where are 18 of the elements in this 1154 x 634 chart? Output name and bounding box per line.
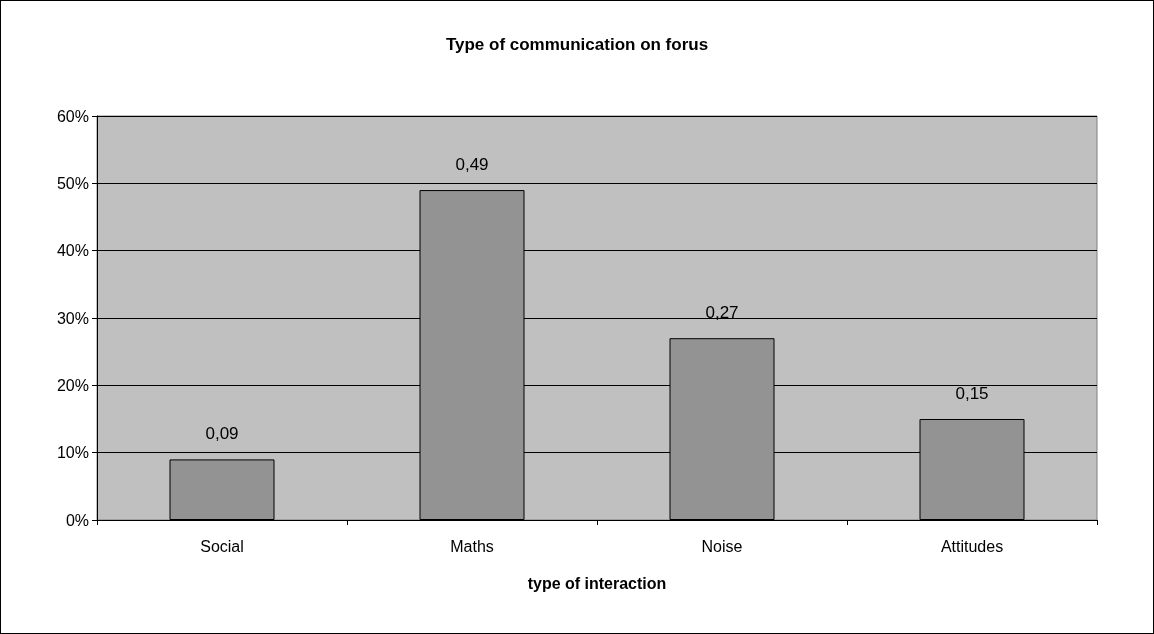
y-tick-label: 10% <box>56 444 89 462</box>
x-tick-label: Maths <box>450 537 494 555</box>
chart-title: Type of communication on forus <box>445 35 709 54</box>
y-tick-label: 0% <box>65 511 89 529</box>
bar <box>169 459 275 520</box>
x-tick-label: Attitudes <box>940 537 1004 555</box>
x-axis-title: type of interaction <box>527 574 667 592</box>
y-tick-label: 60% <box>56 107 89 125</box>
x-tick-label: Social <box>200 537 244 555</box>
y-tick-label: 50% <box>56 174 89 192</box>
x-tick-label: Noise <box>701 537 743 555</box>
data-label: 0,27 <box>705 303 739 323</box>
y-tick-label: 30% <box>56 309 89 327</box>
data-label: 0,15 <box>955 384 989 403</box>
data-label: 0,09 <box>205 424 239 444</box>
data-label: 0,49 <box>455 155 489 175</box>
y-tick-label: 20% <box>56 376 89 394</box>
y-tick-label: 40% <box>56 242 89 260</box>
